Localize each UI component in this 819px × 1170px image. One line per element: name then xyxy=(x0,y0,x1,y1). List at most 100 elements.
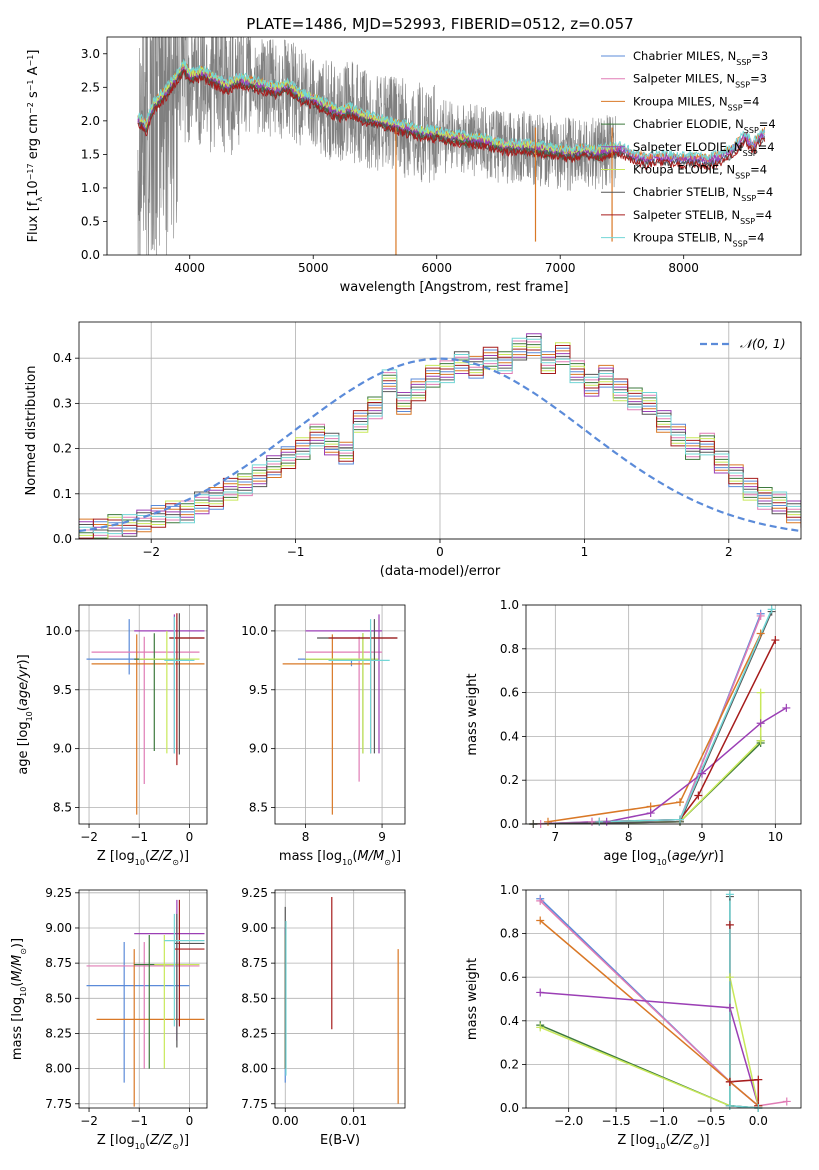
cumulative-line xyxy=(547,633,762,823)
y-tick-label: 10.0 xyxy=(45,624,72,638)
axes-frame xyxy=(106,36,802,256)
y-tick-label: 9.5 xyxy=(249,683,268,697)
x-axis-label: (data-model)/error xyxy=(380,564,501,579)
axes-frame xyxy=(525,604,802,825)
y-tick-label: 0.5 xyxy=(81,214,100,228)
plot-area-z_mass xyxy=(86,899,205,1107)
y-axis-label: mass [log10(M/M⊙)] xyxy=(10,938,28,1060)
cumulative-marker xyxy=(544,817,552,826)
x-tick-label: 9 xyxy=(698,830,706,844)
cumulative-marker xyxy=(754,1075,763,1084)
axes-frame xyxy=(78,604,208,825)
grid-ebv_mass xyxy=(275,890,405,1108)
x-axis-label: E(B-V) xyxy=(320,1133,360,1148)
cumulative-marker xyxy=(536,988,545,997)
axes-frame xyxy=(525,889,802,1109)
x-tick-label: 8000 xyxy=(668,261,699,275)
residual-histogram xyxy=(79,337,801,535)
cumulative-marker xyxy=(725,973,734,982)
legend-label: Kroupa ELODIE, NSSP=4 xyxy=(633,163,767,181)
y-tick-label: 0.6 xyxy=(500,686,519,700)
axes-z_mass: −2 −1 0 7.75 8.00 8.25 8.50 8.75 9.00 9.25 Z [log1… xyxy=(10,886,208,1151)
cumulative-marker xyxy=(676,815,684,824)
plot-area-spectrum xyxy=(137,37,766,255)
y-tick-label: 0.6 xyxy=(500,970,519,984)
cumulative-marker xyxy=(725,1077,734,1086)
normal-curve xyxy=(79,357,801,533)
y-tick-label: 0.1 xyxy=(53,487,72,501)
legend-label: Chabrier ELODIE, NSSP=4 xyxy=(633,117,776,135)
x-tick-label: −0.5 xyxy=(696,1114,725,1128)
cumulative-line xyxy=(540,615,762,824)
cumulative-marker xyxy=(756,629,765,638)
cumulative-marker xyxy=(536,916,545,925)
x-tick-label: −2 xyxy=(80,830,98,844)
y-tick-label: 8.50 xyxy=(45,991,72,1005)
x-tick-label: 8 xyxy=(625,830,633,844)
y-tick-label: 7.75 xyxy=(45,1097,72,1111)
y-axis-label: mass weight xyxy=(465,673,480,755)
x-axis-label: age [log10(age/yr)] xyxy=(603,849,723,867)
x-tick-label: 0.00 xyxy=(272,1114,299,1128)
legend-label: Salpeter MILES, NSSP=3 xyxy=(633,72,767,90)
cumulative-marker xyxy=(767,605,776,614)
y-tick-label: 1.0 xyxy=(500,598,519,612)
cumulative-marker xyxy=(725,920,734,929)
x-tick-label: −1.5 xyxy=(602,1114,631,1128)
cumulative-line xyxy=(533,707,787,824)
x-tick-label: 7 xyxy=(552,830,560,844)
cumulative-line xyxy=(533,613,762,824)
cumulative-marker xyxy=(676,798,684,807)
plot-area-mass_age xyxy=(282,614,398,815)
x-tick-label: 0 xyxy=(186,830,194,844)
x-tick-label: 6000 xyxy=(421,261,452,275)
cumulative-marker xyxy=(595,817,604,826)
y-axis-label: mass weight xyxy=(465,958,480,1040)
x-axis-label: Z [log10(Z/Z⊙)] xyxy=(97,1133,189,1151)
cumulative-marker xyxy=(756,688,765,697)
y-tick-label: 9.0 xyxy=(249,742,268,756)
y-tick-label: 1.0 xyxy=(500,883,519,897)
axes-z_age: −2 −1 0 8.5 9.0 9.5 10.0 Z [log10(Z/Z⊙)] age [lo… xyxy=(16,604,208,867)
plot-area-z_age xyxy=(86,613,205,815)
axes-frame xyxy=(78,321,802,540)
cumulative-marker xyxy=(646,809,655,818)
x-tick-label: −2 xyxy=(142,545,160,559)
legend-label: 𝒩(0, 1) xyxy=(740,336,786,351)
cumulative-line xyxy=(729,896,759,1108)
cumulative-line xyxy=(599,639,776,823)
x-axis-label: mass [log10(M/M⊙)] xyxy=(279,849,401,867)
x-tick-label: 0.01 xyxy=(340,1114,367,1128)
x-tick-label: 0 xyxy=(186,1114,194,1128)
y-tick-label: 0.2 xyxy=(500,1057,519,1071)
axes-ebv_mass: 0.00 0.01 7.75 8.00 8.25 8.50 8.75 9.00 9.25 E(B-… xyxy=(241,886,406,1148)
y-tick-label: 8.5 xyxy=(249,801,268,815)
x-tick-label: −1 xyxy=(130,830,148,844)
cumulative-line xyxy=(540,991,760,1107)
y-tick-label: 0.2 xyxy=(53,442,72,456)
y-tick-label: 8.5 xyxy=(53,801,72,815)
axes-frame xyxy=(78,889,208,1109)
legend-label: Chabrier STELIB, NSSP=4 xyxy=(633,185,773,203)
legend-label: Salpeter STELIB, NSSP=4 xyxy=(633,208,772,226)
legend-label: Kroupa MILES, NSSP=4 xyxy=(633,94,759,112)
legend-label: Kroupa STELIB, NSSP=4 xyxy=(633,231,764,249)
x-tick-label: −2.0 xyxy=(554,1114,583,1128)
y-tick-label: 8.00 xyxy=(241,1062,268,1076)
axes-frame xyxy=(274,889,406,1109)
x-tick-label: −1.0 xyxy=(649,1114,678,1128)
cumulative-marker xyxy=(602,817,611,826)
y-tick-label: 1.5 xyxy=(81,147,100,161)
y-tick-label: 10.0 xyxy=(241,624,268,638)
y-axis-label: Normed distribution xyxy=(24,366,39,496)
x-tick-label: 1 xyxy=(581,545,589,559)
x-tick-label: −1 xyxy=(287,545,305,559)
y-tick-label: 9.25 xyxy=(241,886,268,900)
y-tick-label: 0.0 xyxy=(53,532,72,546)
y-tick-label: 9.25 xyxy=(45,886,72,900)
y-tick-label: 2.0 xyxy=(81,114,100,128)
cumulative-line xyxy=(729,894,759,1108)
axes-mass_age: 8 9 8.5 9.0 9.5 10.0 mass [log10(M/M⊙)] xyxy=(241,604,406,867)
y-tick-label: 0.4 xyxy=(53,351,72,365)
y-tick-label: 0.4 xyxy=(500,1014,519,1028)
